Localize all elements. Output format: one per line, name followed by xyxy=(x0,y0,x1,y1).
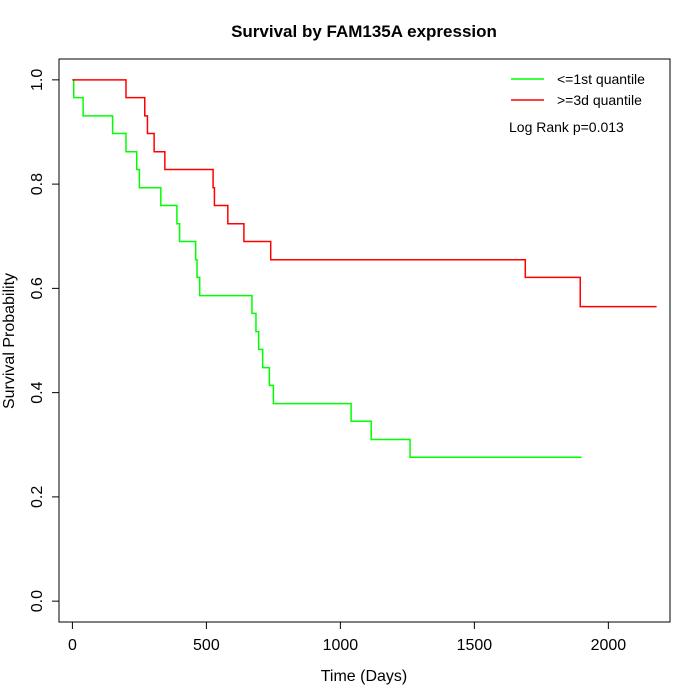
y-tick-label: 0.4 xyxy=(29,381,46,403)
y-axis-label: Survival Probability xyxy=(1,273,18,409)
log-rank-annotation: Log Rank p=0.013 xyxy=(509,119,624,135)
x-tick-label: 500 xyxy=(193,637,220,654)
series-line xyxy=(72,79,657,308)
y-tick-label: 0.8 xyxy=(29,173,46,195)
x-tick-label: 0 xyxy=(68,637,77,654)
legend-label: <=1st quantile xyxy=(557,71,645,87)
x-tick-label: 1000 xyxy=(323,637,359,654)
x-axis-label: Time (Days) xyxy=(321,668,408,685)
y-tick-label: 1.0 xyxy=(29,69,46,91)
y-tick-label: 0.0 xyxy=(29,590,46,612)
y-axis: 0.0 0.2 0.4 0.6 0.8 1.0 xyxy=(29,69,59,612)
y-tick-label: 0.6 xyxy=(29,277,46,299)
y-tick-label: 0.2 xyxy=(29,486,46,508)
legend: <=1st quantile >=3d quantile xyxy=(511,71,645,108)
series-line xyxy=(72,79,582,459)
legend-label: >=3d quantile xyxy=(557,92,642,108)
x-tick-label: 2000 xyxy=(591,637,627,654)
x-tick-label: 1500 xyxy=(457,637,493,654)
x-axis: 0 500 1000 1500 2000 xyxy=(68,622,626,654)
plot-frame xyxy=(58,58,671,623)
series-layer xyxy=(72,79,657,459)
chart-title: Survival by FAM135A expression xyxy=(231,22,497,41)
